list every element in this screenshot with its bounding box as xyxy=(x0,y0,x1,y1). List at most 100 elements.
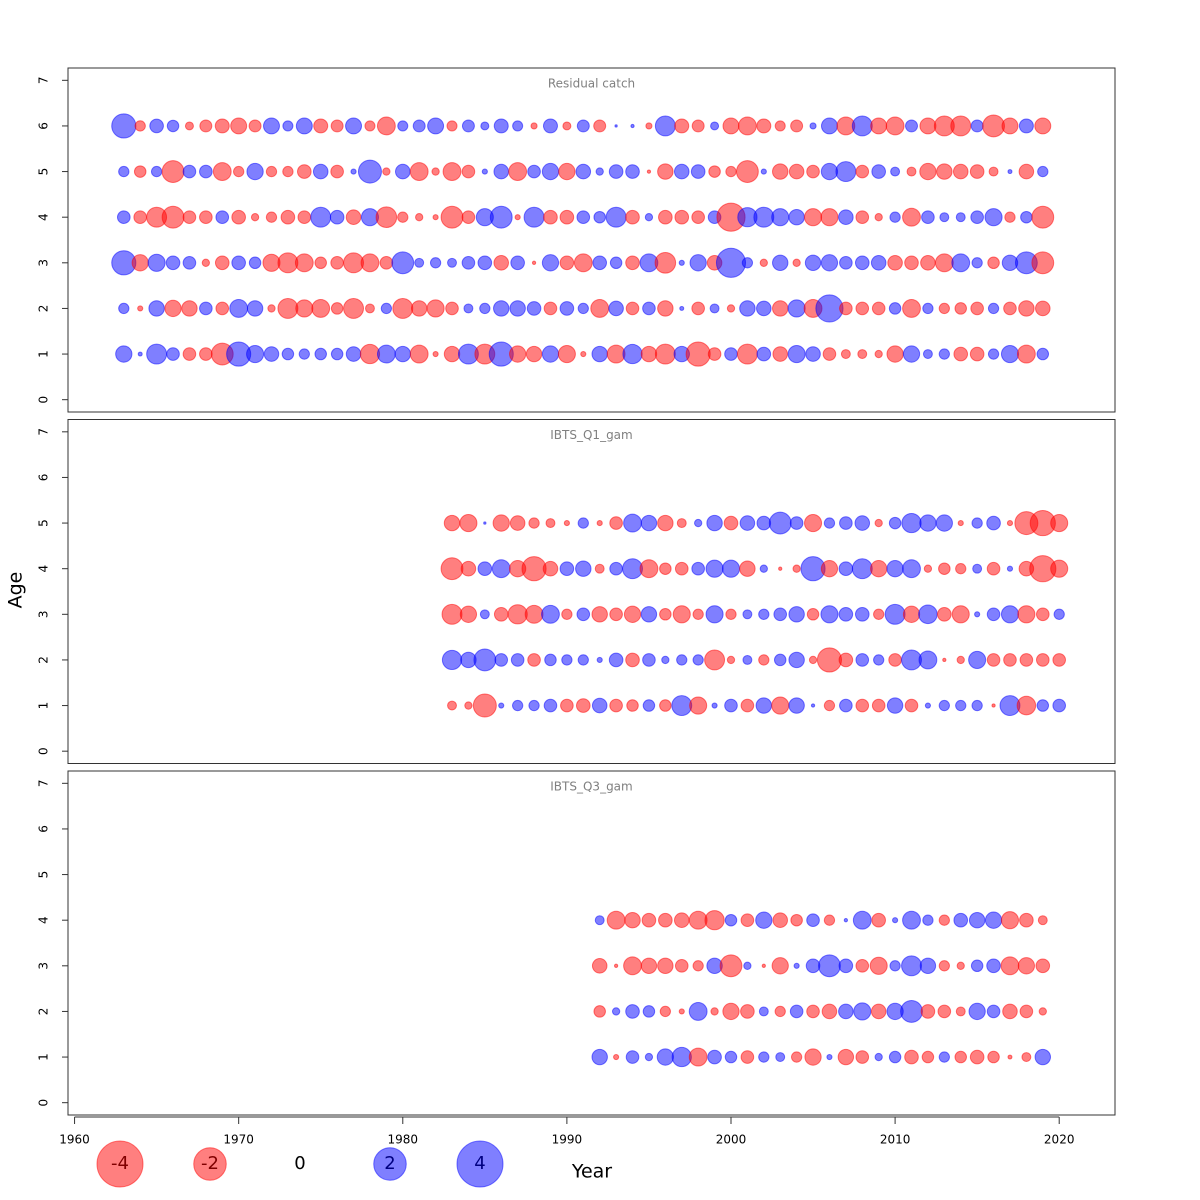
bubble xyxy=(199,301,213,316)
y-tick-label: 2 xyxy=(37,305,51,313)
bubble xyxy=(608,300,624,317)
bubble xyxy=(1052,698,1067,713)
x-tick-label: 2000 xyxy=(716,1133,747,1147)
bubble xyxy=(1035,607,1050,622)
bubble xyxy=(314,256,327,270)
bubble xyxy=(212,162,232,181)
bubble xyxy=(622,343,643,365)
bubble xyxy=(440,557,464,581)
bubble xyxy=(442,162,462,181)
bubble xyxy=(625,652,640,668)
bubble xyxy=(674,959,689,973)
bubble xyxy=(984,911,1003,929)
legend-label: -4 xyxy=(111,1153,129,1174)
bubble xyxy=(676,654,688,666)
bubble xyxy=(820,254,839,272)
legend-label: 4 xyxy=(474,1153,485,1174)
bubble xyxy=(772,254,789,272)
bubble xyxy=(1016,695,1037,716)
bubble xyxy=(463,303,474,314)
bubble xyxy=(954,1050,967,1064)
bubble xyxy=(592,255,608,271)
bubble xyxy=(835,161,857,183)
bubble xyxy=(901,512,922,534)
bubble xyxy=(691,561,705,576)
bubble xyxy=(1007,1054,1013,1060)
bubble xyxy=(758,1051,770,1063)
bubble xyxy=(414,257,425,268)
y-tick-label: 6 xyxy=(37,474,51,482)
bubble xyxy=(1006,519,1014,527)
bubble xyxy=(955,563,967,575)
bubble xyxy=(742,609,753,620)
bubble xyxy=(343,252,365,274)
bubble xyxy=(542,560,559,577)
bubble xyxy=(970,301,984,316)
bubble xyxy=(531,260,537,265)
bubble xyxy=(282,120,294,132)
bubble xyxy=(758,608,770,620)
bubble xyxy=(823,517,836,529)
bubble xyxy=(719,954,743,978)
bubble xyxy=(692,960,704,972)
bubble xyxy=(182,164,197,179)
bubble xyxy=(365,303,375,314)
bubble xyxy=(971,257,983,269)
bubble xyxy=(715,247,747,278)
bubble xyxy=(229,299,249,318)
bubble xyxy=(345,346,362,362)
bubble xyxy=(826,1053,833,1061)
bubble xyxy=(622,558,643,580)
bubble xyxy=(543,698,558,713)
bubble xyxy=(692,608,704,620)
bubble xyxy=(498,702,505,709)
bubble xyxy=(146,343,168,365)
bubble xyxy=(1003,301,1017,316)
bubble xyxy=(1000,345,1020,364)
bubble xyxy=(657,163,674,180)
bubble xyxy=(654,343,676,365)
bubble xyxy=(939,212,950,223)
bubble xyxy=(541,254,560,272)
y-tick-label: 2 xyxy=(37,656,51,664)
bubble xyxy=(297,164,312,179)
bubble xyxy=(608,164,624,179)
bubble xyxy=(563,519,570,527)
bubble xyxy=(608,652,624,668)
bubble xyxy=(510,255,525,271)
bubble xyxy=(918,604,938,625)
y-tick-label: 4 xyxy=(37,213,51,221)
bubble xyxy=(971,699,983,712)
bubble xyxy=(521,556,547,582)
bubble xyxy=(182,347,197,361)
x-tick-label: 2020 xyxy=(1044,1133,1075,1147)
bubble xyxy=(461,210,476,224)
bubble xyxy=(182,210,197,224)
bubble xyxy=(820,605,839,624)
bubble xyxy=(118,302,130,315)
bubble xyxy=(673,163,690,180)
bubble xyxy=(215,210,230,224)
y-tick-label: 7 xyxy=(37,779,51,787)
bubble xyxy=(902,345,921,363)
bubble xyxy=(873,608,885,620)
bubble xyxy=(954,302,967,315)
bubble xyxy=(919,514,937,532)
bubble xyxy=(606,344,626,364)
x-tick-label: 1960 xyxy=(59,1133,90,1147)
bubble xyxy=(986,607,1001,622)
bubble xyxy=(595,167,604,176)
bubble xyxy=(922,302,934,315)
bubble xyxy=(1019,653,1034,667)
bubble xyxy=(573,253,593,273)
bubble xyxy=(376,344,396,364)
bubble xyxy=(788,697,805,714)
bubble xyxy=(678,1008,685,1015)
bubble xyxy=(809,122,817,130)
bubble xyxy=(1016,344,1036,364)
bubble xyxy=(743,961,752,970)
bubble xyxy=(359,343,381,365)
bubble xyxy=(118,165,130,178)
y-tick-label: 2 xyxy=(37,1008,51,1016)
bubble xyxy=(329,209,345,225)
